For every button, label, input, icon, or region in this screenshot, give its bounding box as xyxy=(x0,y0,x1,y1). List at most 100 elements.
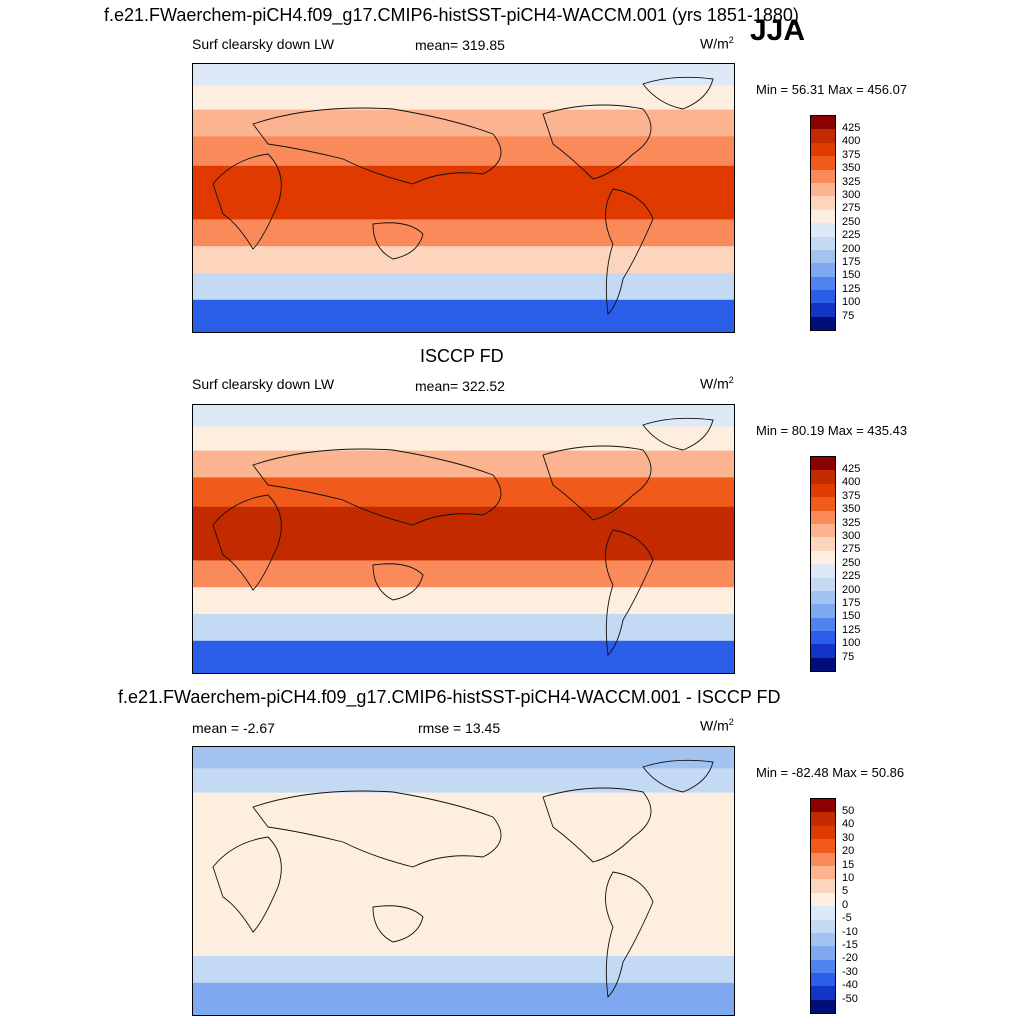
colorbar-swatch xyxy=(811,986,835,1000)
colorbar-tick-label: 125 xyxy=(842,623,861,636)
colorbar-swatch xyxy=(811,865,835,880)
coastline xyxy=(212,153,282,250)
colorbar-tick-label: 325 xyxy=(842,175,861,188)
coastline xyxy=(542,104,652,180)
colorbar-swatch xyxy=(811,290,835,304)
colorbar-tick-label: 20 xyxy=(842,845,855,858)
field-band-south-midlat xyxy=(193,929,734,957)
coastline xyxy=(372,563,424,601)
coastline xyxy=(605,871,654,998)
colorbar-swatch xyxy=(811,590,835,605)
panel1-min-max: Min = 56.31 Max = 456.07 xyxy=(756,82,908,97)
field-band-midlat-north xyxy=(193,109,734,137)
colorbar-swatch xyxy=(811,577,835,591)
colorbar-swatch xyxy=(811,799,835,813)
field-band-arctic xyxy=(193,768,734,793)
colorbar-swatch xyxy=(811,812,835,826)
panel3-mean: mean = -2.67 xyxy=(192,720,275,736)
colorbar-tick-label: 5 xyxy=(842,885,849,898)
panel3-rmse: rmse = 13.45 xyxy=(418,720,501,736)
field-band-southern-ocean xyxy=(193,956,734,984)
colorbar-tick-label: 150 xyxy=(842,269,861,282)
colorbar-tick-label: 75 xyxy=(842,650,855,663)
colorbar-swatch xyxy=(811,604,835,618)
coastline xyxy=(372,222,424,260)
panel2-map-svg xyxy=(193,405,734,673)
colorbar-swatch xyxy=(811,142,835,157)
colorbar-swatch xyxy=(811,657,835,672)
coastline xyxy=(542,787,652,863)
colorbar-swatch xyxy=(811,209,835,224)
colorbar-swatch xyxy=(811,263,835,277)
colorbar-tick-label: 350 xyxy=(842,503,861,516)
field-band-polar-north xyxy=(193,747,734,769)
colorbar-tick-label: 325 xyxy=(842,516,861,529)
colorbar-swatch xyxy=(811,617,835,632)
colorbar-swatch xyxy=(811,169,835,183)
colorbar-tick-label: -5 xyxy=(842,912,852,925)
colorbar-swatch xyxy=(811,510,835,524)
colorbar-tick-label: -30 xyxy=(842,965,858,978)
panel2-variable: Surf clearsky down LW xyxy=(192,376,335,392)
panel2-map xyxy=(192,404,735,674)
field-band-equator xyxy=(193,506,734,561)
colorbar-swatch xyxy=(811,116,835,130)
panel1-map xyxy=(192,63,735,333)
colorbar-tick-label: 375 xyxy=(842,148,861,161)
panel1-map-svg xyxy=(193,64,734,332)
colorbar-swatch xyxy=(811,932,835,947)
colorbar-swatch xyxy=(811,196,835,210)
field-band-south-subtropic xyxy=(193,902,734,930)
panel2-colorbar xyxy=(810,456,836,673)
colorbar-tick-label: 125 xyxy=(842,282,861,295)
colorbar-tick-label: 400 xyxy=(842,476,861,489)
colorbar-swatch xyxy=(811,156,835,170)
colorbar-tick-label: -40 xyxy=(842,979,858,992)
colorbar-tick-label: 50 xyxy=(842,804,855,817)
colorbar-tick-label: 75 xyxy=(842,309,855,322)
colorbar-tick-label: 375 xyxy=(842,489,861,502)
colorbar-tick-label: 200 xyxy=(842,583,861,596)
field-band-polar-north xyxy=(193,64,734,86)
colorbar-tick-label: 425 xyxy=(842,462,861,475)
field-band-subtropic xyxy=(193,477,734,508)
colorbar-swatch xyxy=(811,537,835,551)
colorbar-swatch xyxy=(811,303,835,317)
colorbar-tick-label: 100 xyxy=(842,637,861,650)
colorbar-tick-label: 425 xyxy=(842,121,861,134)
colorbar-tick-label: -10 xyxy=(842,925,858,938)
season-label: JJA xyxy=(750,14,806,47)
colorbar-tick-label: 100 xyxy=(842,296,861,309)
coastline xyxy=(605,188,654,315)
coastline xyxy=(372,905,424,943)
colorbar-swatch xyxy=(811,483,835,498)
colorbar-tick-label: 350 xyxy=(842,162,861,175)
coastline xyxy=(252,790,502,868)
colorbar-swatch xyxy=(811,999,835,1014)
panel3-map-svg xyxy=(193,747,734,1015)
panel3-colorbar xyxy=(810,798,836,1015)
colorbar-tick-label: -20 xyxy=(842,952,858,965)
colorbar-tick-label: 275 xyxy=(842,202,861,215)
colorbar-tick-label: 300 xyxy=(842,188,861,201)
field-band-polar-north xyxy=(193,405,734,427)
colorbar-swatch xyxy=(811,550,835,565)
field-band-antarctic xyxy=(193,299,734,332)
field-band-south-midlat xyxy=(193,246,734,274)
colorbar-swatch xyxy=(811,946,835,960)
field-band-south-midlat xyxy=(193,587,734,615)
panel1-mean: mean= 319.85 xyxy=(415,37,505,53)
field-band-south-subtropic xyxy=(193,219,734,247)
colorbar-swatch xyxy=(811,276,835,291)
colorbar-tick-label: 225 xyxy=(842,229,861,242)
field-band-antarctic xyxy=(193,640,734,673)
panel2-title: ISCCP FD xyxy=(420,346,504,366)
colorbar-swatch xyxy=(811,497,835,511)
panel3-min-max: Min = -82.48 Max = 50.86 xyxy=(756,765,905,780)
colorbar-swatch xyxy=(811,523,835,538)
colorbar-swatch xyxy=(811,316,835,331)
colorbar-swatch xyxy=(811,644,835,658)
field-band-subtropic xyxy=(193,136,734,167)
colorbar-tick-label: 175 xyxy=(842,255,861,268)
field-band-midlat-north xyxy=(193,792,734,820)
